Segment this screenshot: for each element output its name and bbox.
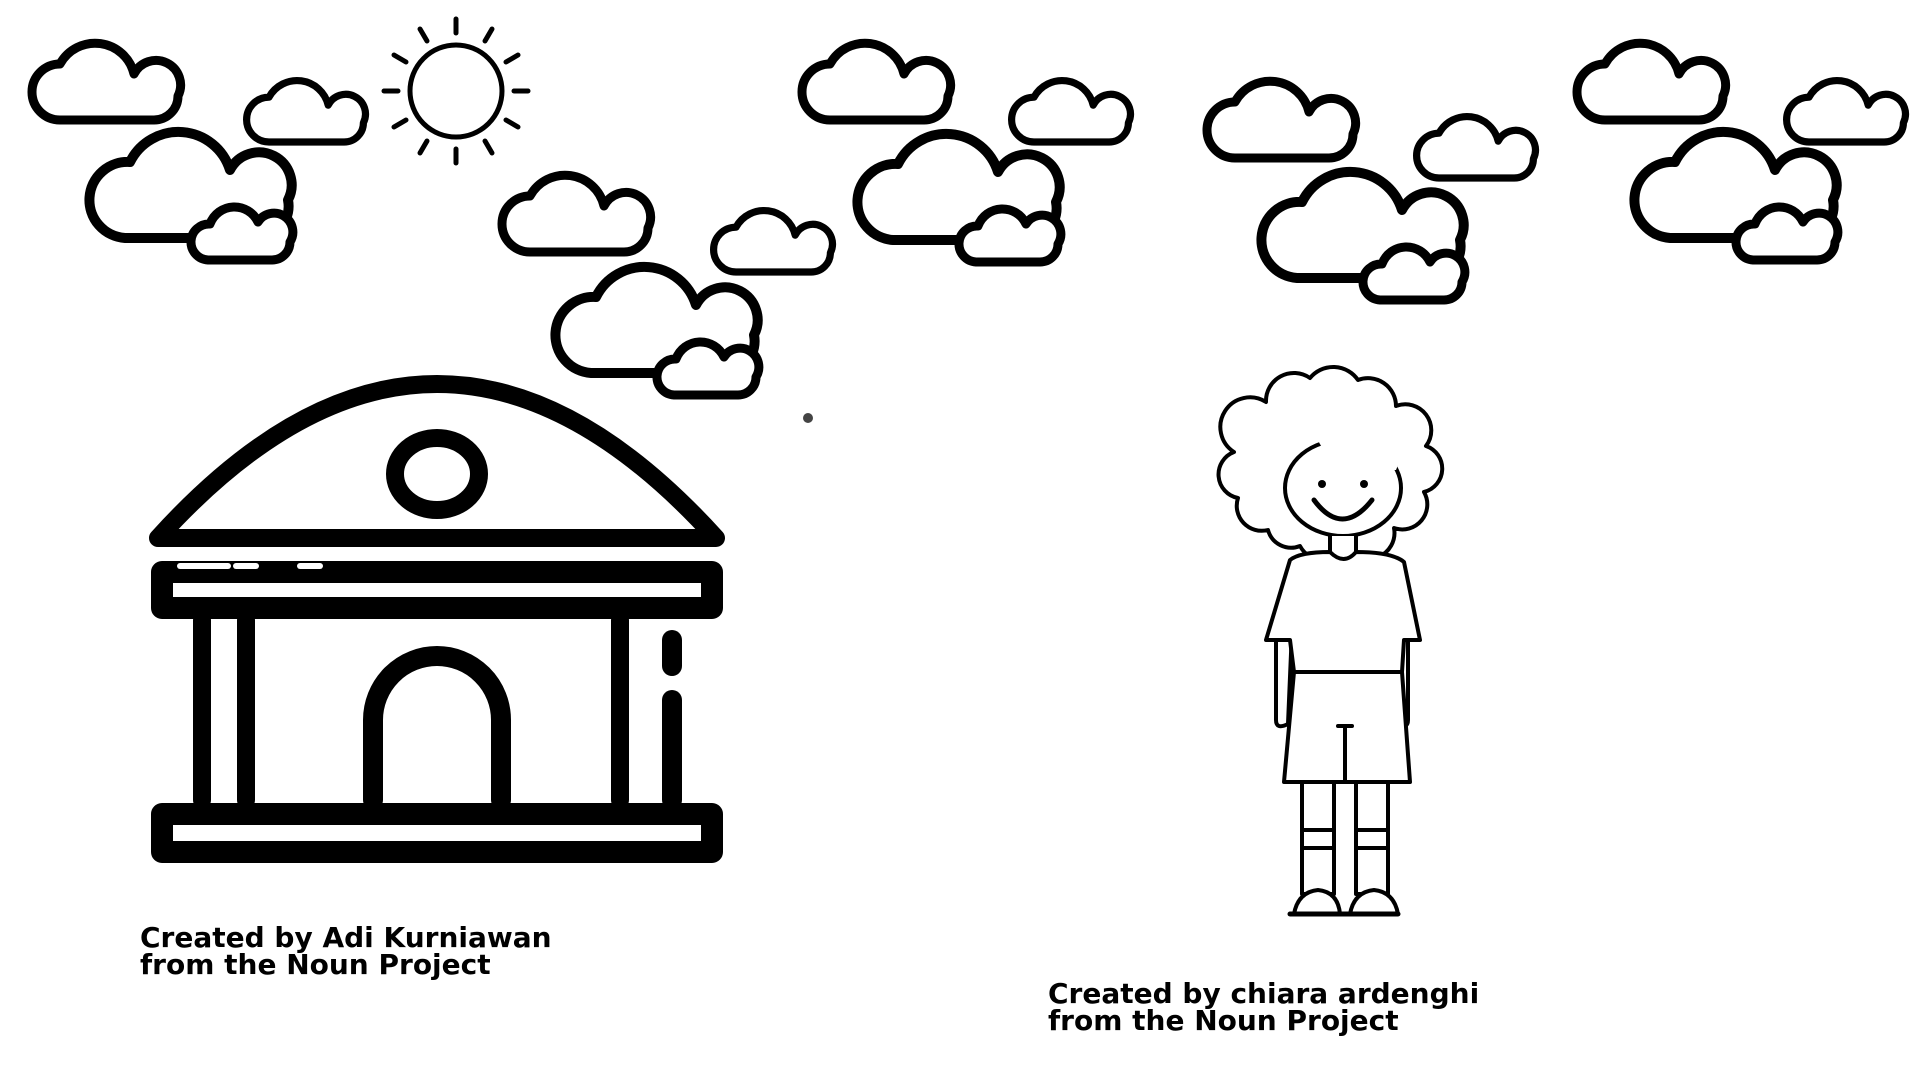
credit-building-line2: from the Noun Project [140,948,491,981]
cloud-icon [247,81,366,142]
cloud-icon [1207,81,1356,158]
cloud-icon [32,43,181,120]
dot-mark [803,413,813,423]
cloud-icon [857,134,1060,262]
cloud-icon [802,43,951,120]
credit-child: Created by chiara ardenghi from the Noun… [1048,977,1480,1037]
cloud-icon [555,267,758,395]
building-icon [149,375,725,863]
sun-icon [381,16,531,166]
cloud-icon [502,175,651,252]
cloud-icon [1261,172,1464,300]
cloud-icon [714,211,833,272]
cloud-icon [1417,117,1536,178]
cloud-icon [1787,81,1906,142]
cloud-icon [1012,81,1131,142]
child-icon [1216,364,1445,917]
cloud-icon [89,132,292,260]
credit-child-line2: from the Noun Project [1048,1004,1399,1037]
cloud-icon [1577,43,1726,120]
clouds [32,43,1905,395]
credit-child-line1: Created by chiara ardenghi [1048,977,1480,1010]
credit-building-line1: Created by Adi Kurniawan [140,921,552,954]
credit-building: Created by Adi Kurniawan from the Noun P… [140,921,552,981]
cloud-icon [1634,132,1837,260]
